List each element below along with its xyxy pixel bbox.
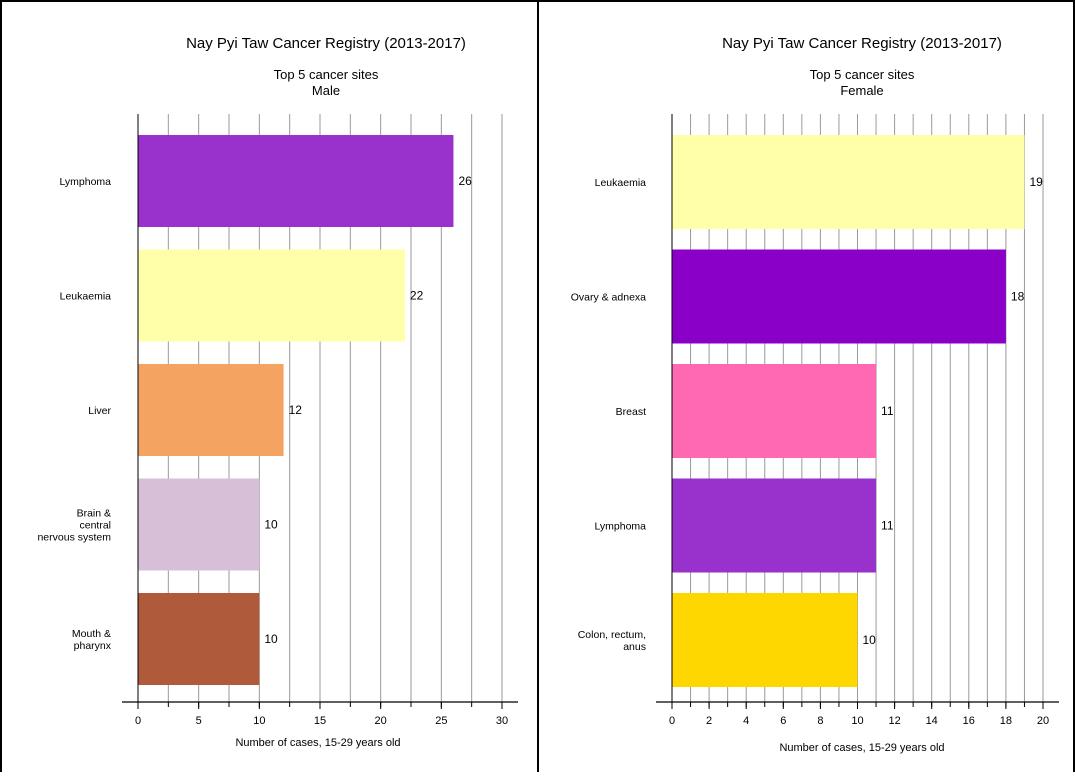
male-bar-value-label: 10	[264, 518, 278, 532]
female-category-label: Leukaemia	[595, 177, 647, 189]
male-bar	[138, 364, 284, 456]
female-chart-subtitle: Top 5 cancer sites	[810, 67, 915, 82]
male-bar-value-label: 26	[458, 174, 472, 188]
female-category-label: Lymphoma	[594, 521, 646, 533]
female-x-tick-label: 14	[926, 715, 938, 727]
male-chart-panel: Nay Pyi Taw Cancer Registry (2013-2017) …	[37, 35, 518, 749]
female-x-tick-label: 18	[1000, 715, 1012, 727]
male-x-tick-label: 20	[375, 715, 387, 727]
male-chart-title: Nay Pyi Taw Cancer Registry (2013-2017)	[186, 35, 466, 52]
male-category-label: Leukaemia	[60, 291, 112, 303]
female-category-label: Colon, rectum,	[578, 629, 646, 641]
female-bar	[672, 478, 877, 573]
male-category-label: Brain &	[77, 508, 111, 520]
male-bar-value-label: 12	[289, 403, 303, 417]
male-chart-subtitle: Top 5 cancer sites	[274, 67, 379, 82]
male-bar-value-label: 10	[264, 632, 278, 646]
male-bar-value-label: 22	[410, 289, 424, 303]
male-x-axis: 0 5 10 15 20 25 30	[122, 114, 518, 727]
female-x-tick-label: 16	[963, 715, 975, 727]
male-bars: 26 22 12 10 10	[138, 135, 472, 685]
female-category-label: Breast	[616, 406, 646, 418]
male-bar	[138, 593, 260, 685]
male-chart-group-label: Male	[312, 83, 340, 98]
female-bar	[672, 593, 858, 687]
female-category-label: Ovary & adnexa	[571, 292, 646, 304]
male-x-tick-label: 5	[196, 715, 202, 727]
female-x-tick-label: 2	[706, 715, 712, 727]
male-x-axis-label: Number of cases, 15-29 years old	[235, 737, 400, 749]
female-x-axis: 0 2 4 6 8 10 12 14 16 18 20	[656, 114, 1059, 727]
female-bar-value-label: 10	[863, 633, 877, 647]
male-bar	[138, 249, 405, 342]
female-bar	[672, 135, 1025, 229]
male-x-tick-label: 10	[253, 715, 265, 727]
male-x-tick-label: 25	[435, 715, 447, 727]
female-bar	[672, 249, 1006, 344]
male-category-label: Liver	[88, 405, 111, 417]
female-x-tick-label: 4	[743, 715, 749, 727]
male-bar	[138, 478, 260, 571]
male-category-label: central	[79, 520, 111, 532]
male-x-tick-label: 30	[496, 715, 508, 727]
male-category-labels: Lymphoma Leukaemia Liver Brain &centralnerv…	[37, 176, 111, 652]
male-category-label: Mouth &	[72, 628, 111, 640]
female-x-tick-label: 12	[888, 715, 900, 727]
female-x-tick-label: 6	[780, 715, 786, 727]
female-chart-panel: Nay Pyi Taw Cancer Registry (2013-2017) …	[571, 35, 1059, 754]
male-category-label: pharynx	[74, 640, 112, 652]
female-category-labels: Leukaemia Ovary & adnexa Breast Lymphoma Col…	[571, 177, 646, 653]
male-category-label: Lymphoma	[59, 176, 111, 188]
female-x-tick-label: 0	[669, 715, 675, 727]
female-x-tick-label: 8	[817, 715, 823, 727]
female-x-tick-label: 20	[1037, 715, 1049, 727]
female-bar	[672, 364, 877, 458]
female-bar-value-label: 19	[1029, 175, 1043, 189]
female-x-axis-label: Number of cases, 15-29 years old	[779, 742, 944, 754]
female-bar-value-label: 18	[1011, 290, 1025, 304]
female-category-label: anus	[623, 641, 646, 653]
male-x-tick-label: 0	[135, 715, 141, 727]
female-x-tick-label: 10	[851, 715, 863, 727]
male-bar	[138, 135, 454, 227]
female-chart-title: Nay Pyi Taw Cancer Registry (2013-2017)	[722, 35, 1002, 52]
male-category-label: nervous system	[37, 532, 111, 544]
female-bars: 19 18 11 11 10	[672, 135, 1043, 687]
female-bar-value-label: 11	[881, 404, 894, 418]
male-x-tick-label: 15	[314, 715, 326, 727]
female-chart-group-label: Female	[840, 83, 883, 98]
female-bar-value-label: 11	[881, 519, 894, 533]
